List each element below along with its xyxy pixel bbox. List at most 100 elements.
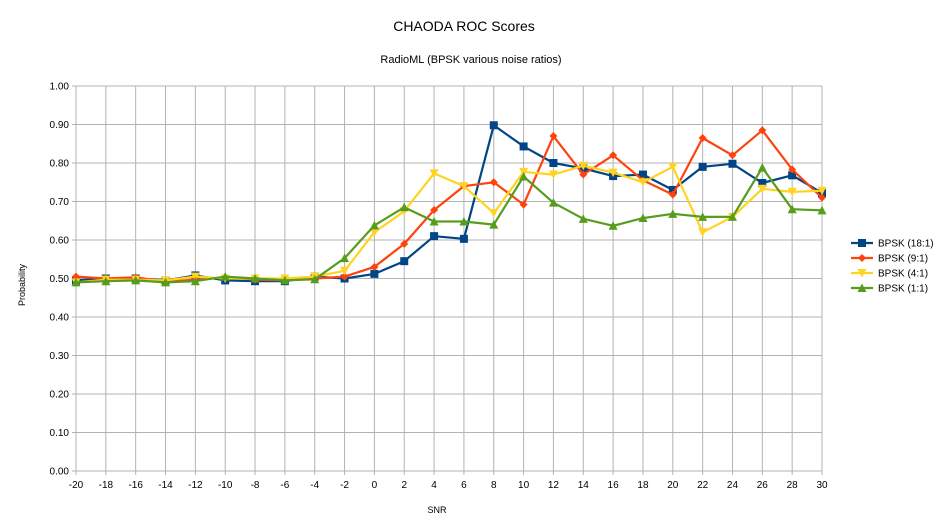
data-point	[578, 161, 588, 171]
legend-marker	[857, 283, 867, 292]
data-point	[668, 209, 678, 218]
data-point	[758, 126, 767, 135]
data-point	[399, 202, 409, 212]
x-tick-labels: -20 -18 -16 -14 -12 -10 -8 -6 -4 -2 0 2 4 6 8 10 12 14 16 1…	[69, 480, 828, 491]
data-point	[817, 186, 827, 196]
data-point	[429, 217, 439, 226]
x-tick-label: 26	[757, 480, 769, 491]
y-tick-label: 0.40	[50, 313, 70, 324]
x-tick-label: -16	[128, 480, 143, 491]
data-point	[698, 162, 707, 171]
data-point	[609, 151, 618, 160]
data-point	[101, 276, 111, 286]
legend-item: BPSK (1:1)	[851, 283, 928, 295]
data-point	[310, 274, 320, 284]
x-axis-label: SNR	[427, 505, 447, 515]
legend-marker	[858, 239, 866, 247]
x-tick-label: -2	[340, 480, 349, 491]
x-tick-label: -20	[69, 480, 84, 491]
data-point	[549, 159, 558, 167]
x-tick-label: 6	[461, 480, 467, 491]
data-point	[608, 168, 618, 178]
series-line	[75, 124, 823, 283]
x-tick-label: -14	[158, 480, 173, 491]
x-tick-label: -8	[251, 480, 260, 491]
data-point	[71, 277, 81, 287]
data-point	[369, 228, 379, 237]
chart-subtitle: RadioML (BPSK various noise ratios)	[380, 54, 561, 66]
y-tick-label: 0.90	[50, 120, 70, 131]
y-tick-label: 0.20	[50, 390, 70, 401]
series-lines	[71, 121, 827, 287]
legend-item: BPSK (9:1)	[851, 254, 928, 265]
data-point	[340, 266, 350, 276]
legend-label: BPSK (1:1)	[878, 284, 928, 295]
data-point	[519, 200, 528, 209]
data-point	[698, 228, 708, 237]
data-point	[548, 170, 558, 180]
x-tick-label: 18	[637, 480, 649, 491]
x-tick-label: 28	[787, 480, 799, 491]
x-tick-label: 4	[431, 480, 437, 491]
data-point	[698, 133, 707, 142]
data-point	[459, 217, 469, 226]
x-tick-label: 0	[372, 480, 378, 491]
x-tick-label: 16	[608, 480, 620, 491]
x-tick-label: -6	[280, 480, 289, 491]
data-point	[638, 178, 648, 187]
data-point	[340, 253, 350, 263]
legend: BPSK (18:1) BPSK (9:1) BPSK (4:1) BPSK (1:1…	[851, 239, 934, 295]
data-point	[131, 275, 141, 285]
data-point	[758, 179, 767, 188]
data-point	[728, 159, 737, 168]
x-tick-label: 22	[697, 480, 709, 491]
y-tick-label: 1.00	[50, 82, 70, 93]
data-point	[787, 187, 797, 197]
legend-label: BPSK (18:1)	[878, 239, 934, 250]
y-tick-label: 0.70	[50, 197, 70, 208]
data-point	[787, 204, 797, 214]
series-line	[75, 129, 823, 283]
data-point	[430, 205, 439, 214]
data-point	[220, 272, 230, 281]
y-tick-label: 0.50	[50, 274, 70, 285]
x-tick-label: 14	[578, 480, 590, 491]
data-point	[668, 185, 677, 194]
x-tick-label: -12	[188, 480, 203, 491]
data-point	[340, 272, 349, 281]
data-point	[400, 239, 409, 248]
data-point	[757, 163, 767, 172]
x-tick-label: 20	[667, 480, 679, 491]
data-point	[459, 182, 469, 191]
data-point	[817, 205, 827, 215]
data-point	[489, 178, 498, 187]
data-point	[549, 132, 558, 141]
data-point	[489, 220, 499, 229]
data-point	[668, 190, 677, 199]
chart-title: CHAODA ROC Scores	[393, 18, 535, 34]
x-tick-label: 2	[401, 480, 407, 491]
data-point	[727, 212, 737, 221]
data-point	[548, 198, 558, 207]
y-tick-label: 0.60	[50, 236, 70, 247]
legend-label: BPSK (9:1)	[878, 254, 928, 265]
x-tick-label: 30	[816, 480, 828, 491]
x-tick-label: -4	[310, 480, 319, 491]
y-tick-label: 0.80	[50, 159, 70, 170]
data-point	[489, 121, 498, 130]
data-point	[578, 214, 588, 223]
data-point	[400, 257, 409, 266]
y-tick-label: 0.00	[50, 467, 70, 478]
data-point	[429, 169, 439, 178]
legend-label: BPSK (4:1)	[878, 269, 928, 280]
series-line	[75, 164, 823, 284]
x-tick-label: 10	[518, 480, 530, 491]
legend-marker	[857, 269, 867, 278]
y-tick-label: 0.10	[50, 428, 70, 439]
data-point	[519, 171, 529, 181]
x-tick-label: -18	[99, 480, 114, 491]
data-point	[519, 142, 528, 151]
data-point	[370, 262, 379, 271]
